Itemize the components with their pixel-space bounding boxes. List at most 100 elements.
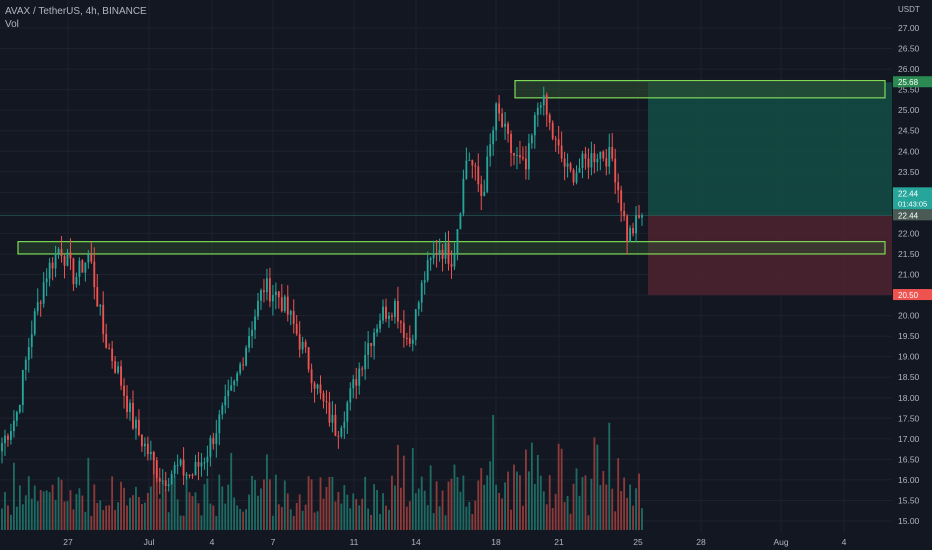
candle-body xyxy=(313,383,316,389)
candle-body xyxy=(271,295,274,302)
volume-bar xyxy=(218,474,221,530)
volume-bar xyxy=(602,471,605,530)
candle-body xyxy=(230,385,233,391)
candle-body xyxy=(524,158,527,170)
candle-body xyxy=(388,315,390,319)
candle-body xyxy=(75,277,78,285)
candle-body xyxy=(462,178,465,214)
volume-bar xyxy=(516,471,518,530)
x-tick-label: 25 xyxy=(633,537,643,547)
volume-bar xyxy=(233,497,236,530)
volume-bar xyxy=(548,475,551,530)
candle-body xyxy=(242,364,245,366)
candle-body xyxy=(266,278,268,293)
volume-bar xyxy=(522,505,524,530)
candle-body xyxy=(569,163,572,170)
volume-bar xyxy=(465,506,468,530)
volume-bar xyxy=(182,515,185,530)
candle-body xyxy=(474,165,477,167)
candle-body xyxy=(507,123,509,134)
candle-body xyxy=(328,402,331,423)
volume-bar xyxy=(289,509,292,530)
volume-bar xyxy=(99,500,102,530)
volume-bar xyxy=(42,491,45,530)
volume-bar xyxy=(325,486,328,530)
volume-bar xyxy=(450,478,453,530)
axis-unit: USDT xyxy=(898,5,920,14)
volume-bar xyxy=(385,505,387,530)
volume-bar xyxy=(382,493,384,530)
candle-body xyxy=(617,182,620,191)
volume-bar xyxy=(447,481,450,530)
volume-bar xyxy=(236,505,239,530)
zones[interactable] xyxy=(0,79,892,296)
candle-body xyxy=(536,107,539,115)
candle-body xyxy=(340,427,343,437)
candle-body xyxy=(15,412,18,421)
candle-body xyxy=(477,166,480,185)
volume-bar xyxy=(584,475,587,530)
volume-bar xyxy=(209,503,212,530)
volume-bar xyxy=(114,509,117,530)
volume-bar xyxy=(75,494,78,530)
y-tick-label: 16.50 xyxy=(898,454,920,464)
volume-bar xyxy=(620,491,623,530)
candle-body xyxy=(99,304,102,307)
volume-bar xyxy=(179,515,182,530)
candle-body xyxy=(522,157,524,159)
volume-bar xyxy=(480,468,483,530)
y-tick-label: 21.00 xyxy=(898,270,920,280)
candle-body xyxy=(105,333,108,349)
x-tick-label: 7 xyxy=(271,537,276,547)
symbol-title[interactable]: AVAX / TetherUS, 4h, BINANCE xyxy=(5,6,147,17)
volume-bar xyxy=(140,504,143,530)
candle-body xyxy=(36,302,39,312)
volume-bar xyxy=(438,506,441,530)
price-axis[interactable]: USDT 15.00 15.50 16.00 16.50 17.00 17.50 18.00 1… xyxy=(892,0,932,550)
candle-body xyxy=(638,215,640,218)
volume-bar xyxy=(328,476,331,530)
volume-bar xyxy=(254,479,256,530)
candle-body xyxy=(63,256,66,266)
candle-body xyxy=(632,228,634,234)
candle-body xyxy=(423,280,426,283)
volume-bar xyxy=(355,499,358,530)
y-tick-label: 21.50 xyxy=(898,249,920,259)
volume-bar xyxy=(48,492,51,530)
volume-bar xyxy=(510,509,512,530)
candle-body xyxy=(587,158,590,168)
candle-body xyxy=(140,434,143,447)
volume-bar xyxy=(623,477,626,530)
candle-body xyxy=(24,359,27,371)
volume-bar xyxy=(54,499,57,530)
candle-body xyxy=(599,151,602,159)
time-axis[interactable]: 27 Jul 4 7 11 14 18 21 25 28 Aug 4 xyxy=(0,534,892,550)
candle-body xyxy=(641,215,643,218)
candle-body xyxy=(435,253,438,255)
candle-body xyxy=(346,402,349,422)
candle-body xyxy=(417,302,420,310)
volume-bar xyxy=(120,481,122,530)
candle-body xyxy=(548,114,551,123)
volume-bar xyxy=(459,491,462,530)
volume-bar xyxy=(283,480,286,530)
candle-body xyxy=(248,335,250,348)
y-tick-label: 25.00 xyxy=(898,105,920,115)
candle-body xyxy=(87,254,90,263)
volume-bar xyxy=(611,488,614,530)
volume-bar xyxy=(277,504,280,530)
candle-body xyxy=(164,480,167,487)
candle-body xyxy=(45,278,48,283)
volume-bar xyxy=(498,492,501,530)
x-tick-label: 11 xyxy=(350,537,359,547)
volume-bar xyxy=(590,478,593,530)
volume-bar xyxy=(310,479,313,530)
volume-bar xyxy=(349,508,352,530)
volume-bar xyxy=(24,495,27,530)
y-tick-label: 22.00 xyxy=(898,228,920,238)
volume-label[interactable]: Vol xyxy=(5,19,19,30)
volume-bar xyxy=(1,508,3,530)
candle-body xyxy=(590,153,593,168)
y-tick-label: 19.50 xyxy=(898,331,920,341)
